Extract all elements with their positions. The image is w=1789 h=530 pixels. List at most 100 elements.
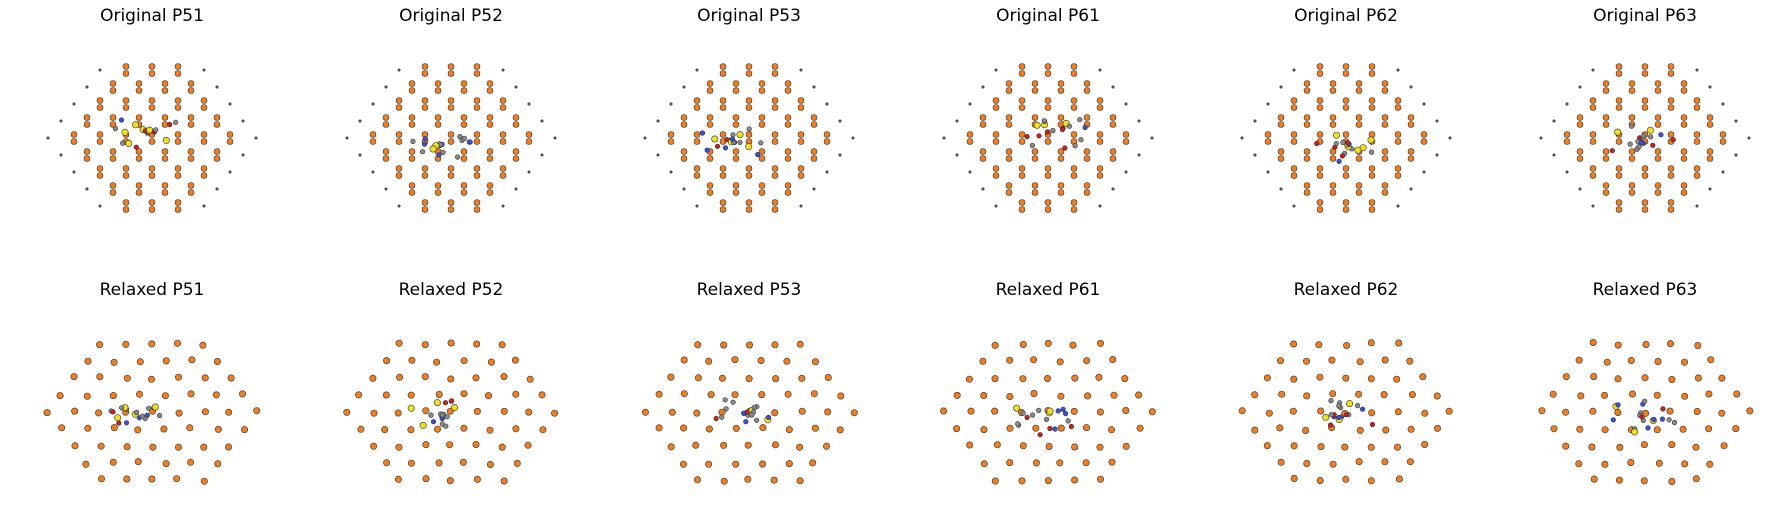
host-atom <box>1693 97 1701 104</box>
lattice-site <box>98 68 102 72</box>
host-atom <box>213 121 221 128</box>
host-atom <box>1018 131 1026 138</box>
host-atom <box>771 206 779 213</box>
host-atom <box>538 391 546 399</box>
host-atom <box>1641 97 1649 104</box>
host-atom <box>122 340 130 348</box>
host-atom <box>1019 375 1027 383</box>
defect-atom <box>1638 140 1645 146</box>
host-atom <box>1057 87 1065 94</box>
lattice-site <box>851 136 855 140</box>
host-atom <box>122 104 130 111</box>
defect-atom <box>1063 410 1069 417</box>
host-atom <box>460 121 468 128</box>
host-atom <box>991 341 999 349</box>
host-atom <box>731 391 739 399</box>
host-atom <box>1109 148 1117 155</box>
host-atom <box>1356 358 1364 366</box>
atomic-structure-plot <box>43 339 261 485</box>
host-atom <box>1121 375 1129 383</box>
host-atom <box>1355 155 1363 162</box>
host-atom <box>771 70 779 77</box>
host-atom <box>1641 63 1649 70</box>
host-atom <box>407 391 415 399</box>
panel-relaxed-p52: Relaxed P52 <box>311 280 591 530</box>
host-atom <box>810 114 818 121</box>
host-atom <box>1097 475 1105 483</box>
host-atom <box>148 375 156 383</box>
host-atom <box>1342 206 1350 213</box>
host-atom <box>1329 189 1337 196</box>
host-atom <box>1601 391 1609 399</box>
host-atom <box>705 357 713 365</box>
host-atom <box>667 373 675 381</box>
host-atom <box>1628 80 1636 87</box>
panel-original-p52: Original P52 <box>311 6 591 256</box>
host-atom <box>447 70 455 77</box>
defect-atom <box>704 147 710 153</box>
host-atom <box>1693 172 1701 179</box>
host-atom <box>810 148 818 155</box>
host-atom <box>485 392 493 400</box>
host-atom <box>1005 121 1013 128</box>
lattice-site <box>1578 85 1582 89</box>
host-atom <box>109 114 117 121</box>
host-atom <box>732 189 740 196</box>
panel-title: Original P51 <box>100 6 204 26</box>
host-atom <box>1044 375 1052 383</box>
host-atom <box>837 392 845 400</box>
defect-atom <box>407 404 415 412</box>
host-atom <box>706 189 714 196</box>
host-atom <box>1706 148 1714 155</box>
host-atom <box>1277 121 1285 128</box>
host-atom <box>395 97 403 104</box>
defect-atom <box>173 119 179 125</box>
host-atom <box>1614 341 1622 349</box>
host-atom <box>1329 182 1337 189</box>
host-atom <box>1302 427 1310 435</box>
lattice-site <box>968 170 972 174</box>
lattice-site <box>955 153 959 157</box>
host-atom <box>1019 442 1027 450</box>
lattice-site <box>1565 102 1569 106</box>
lattice-site <box>1292 68 1296 72</box>
host-atom <box>1746 407 1754 415</box>
host-atom <box>408 114 416 121</box>
lattice-site <box>1591 204 1595 208</box>
host-atom <box>447 172 455 179</box>
host-atom <box>1601 426 1609 434</box>
host-atom <box>122 172 130 179</box>
host-atom <box>705 460 713 468</box>
host-atom <box>679 460 687 468</box>
defect-atom <box>1052 426 1058 432</box>
host-atom <box>148 138 156 145</box>
host-atom <box>758 182 766 189</box>
host-atom <box>135 189 143 196</box>
host-atom <box>357 425 365 433</box>
host-atom <box>174 63 182 70</box>
host-atom <box>174 70 182 77</box>
host-atom <box>745 172 753 179</box>
host-atom <box>148 199 156 206</box>
host-atom <box>1394 131 1402 138</box>
host-atom <box>1070 206 1078 213</box>
defect-atom <box>1641 133 1647 139</box>
lattice-site <box>799 204 803 208</box>
host-atom <box>1615 70 1623 77</box>
defect-atom <box>1082 124 1088 131</box>
host-atom <box>731 356 739 364</box>
host-atom <box>1681 392 1689 400</box>
host-atom <box>824 408 832 416</box>
host-atom <box>422 407 430 415</box>
host-atom <box>447 97 455 104</box>
host-atom <box>1290 442 1298 450</box>
host-atom <box>1057 424 1065 432</box>
host-atom <box>992 131 1000 138</box>
host-atom <box>135 182 143 189</box>
host-atom <box>175 443 183 451</box>
lattice-site <box>1435 153 1439 157</box>
host-atom <box>771 138 779 145</box>
defect-atom <box>1029 142 1035 148</box>
host-atom <box>1070 63 1078 70</box>
host-atom <box>1393 375 1401 383</box>
